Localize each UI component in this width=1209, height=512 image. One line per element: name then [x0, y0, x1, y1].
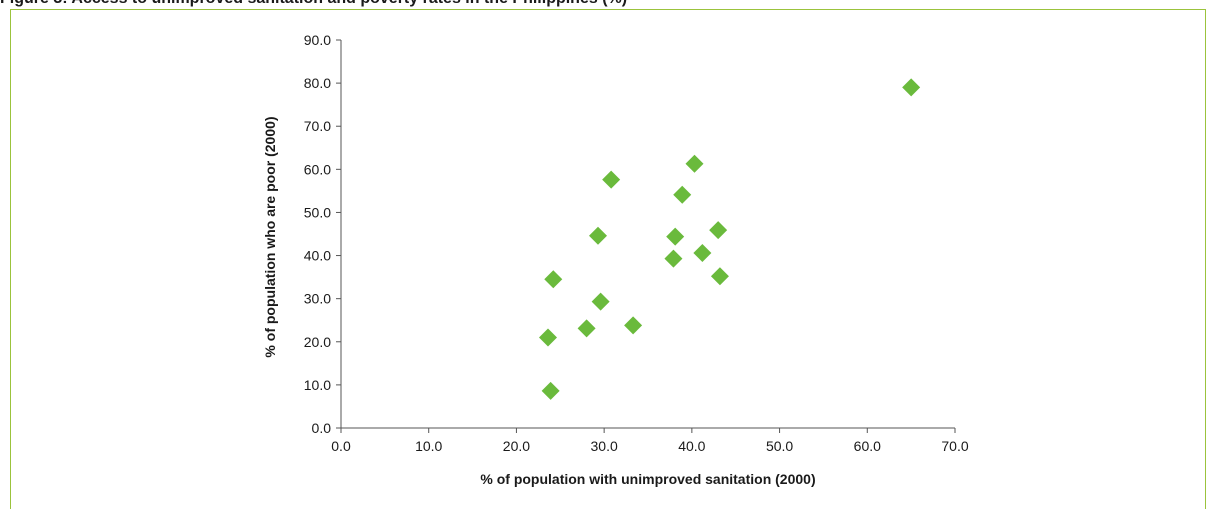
y-tick-label: 30.0 [304, 291, 331, 307]
figure-frame [10, 9, 1206, 509]
data-point [541, 381, 560, 400]
y-tick-label: 20.0 [304, 334, 331, 350]
x-tick-label: 30.0 [591, 438, 618, 454]
x-tick-label: 70.0 [941, 438, 968, 454]
data-point [591, 292, 610, 311]
x-tick-label: 0.0 [331, 438, 351, 454]
data-point [539, 328, 558, 347]
data-point [666, 227, 685, 246]
x-axis-label: % of population with unimproved sanitati… [480, 471, 815, 487]
y-axis-label: % of population who are poor (2000) [262, 116, 278, 357]
chart-axes [340, 40, 955, 429]
data-point [624, 316, 643, 335]
data-point [709, 221, 728, 240]
x-tick-label: 40.0 [678, 438, 705, 454]
y-tick-label: 40.0 [304, 248, 331, 264]
data-point [685, 154, 704, 173]
chart-ticks: 0.0 10.0 20.0 30.0 40.0 50.0 60.0 70.0 80.0 90.0 0… [304, 32, 969, 454]
y-tick-label: 70.0 [304, 118, 331, 134]
data-point [544, 270, 563, 289]
x-tick-label: 50.0 [766, 438, 793, 454]
y-tick-label: 90.0 [304, 32, 331, 48]
y-tick-label: 10.0 [304, 377, 331, 393]
figure-title: Figure 3: Access to unimproved sanitatio… [0, 0, 627, 10]
y-tick-label: 0.0 [312, 420, 332, 436]
y-tick-label: 60.0 [304, 161, 331, 177]
data-point [589, 226, 608, 245]
x-tick-label: 10.0 [415, 438, 442, 454]
y-tick-label: 80.0 [304, 75, 331, 91]
data-point [673, 185, 692, 204]
data-point [664, 249, 683, 268]
y-tick-label: 50.0 [304, 204, 331, 220]
x-tick-label: 20.0 [503, 438, 530, 454]
data-point [710, 267, 729, 286]
x-tick-label: 60.0 [854, 438, 881, 454]
chart-points [539, 78, 921, 400]
data-point [602, 170, 621, 189]
data-point [902, 78, 921, 97]
data-point [577, 319, 596, 338]
data-point [693, 243, 712, 262]
